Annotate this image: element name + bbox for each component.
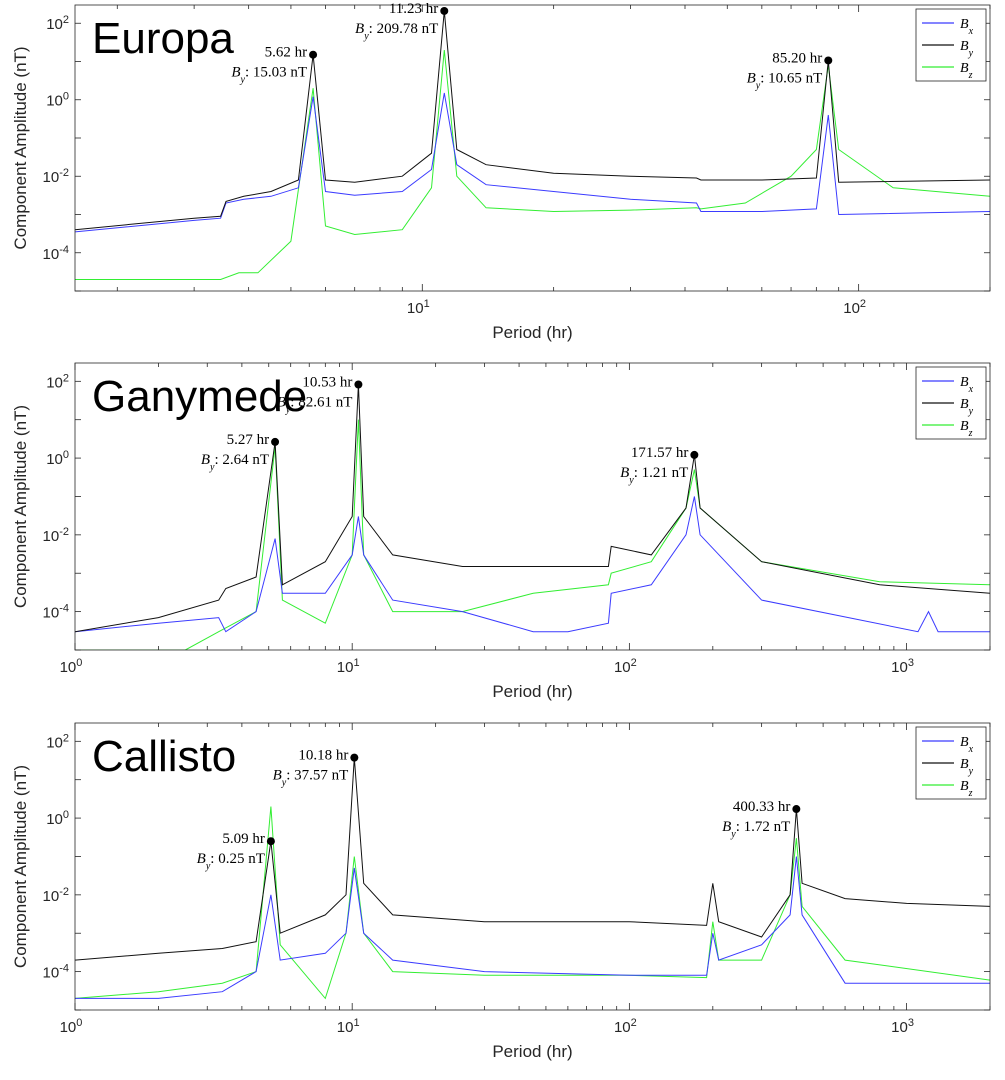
moon-title: Callisto	[92, 732, 236, 781]
y-tick-label: 10-2	[43, 526, 69, 545]
peak-label-amplitude: By: 1.21 nT	[620, 465, 688, 486]
peak-label-period: 10.18 hr	[298, 748, 348, 764]
axes-box	[74, 722, 991, 1011]
legend-label-bz: Bz	[960, 419, 973, 439]
x-tick-label: 101	[337, 1017, 360, 1036]
y-tick-label: 100	[46, 91, 69, 110]
plot-area	[75, 363, 990, 650]
peak-marker	[690, 450, 699, 459]
y-axis-label: Component Amplitude (nT)	[11, 765, 30, 968]
peak-label-amplitude: By: 10.65 nT	[747, 70, 823, 91]
peak-label-period: 400.33 hr	[733, 799, 791, 815]
y-tick-label: 10-2	[43, 886, 69, 905]
plot-area	[75, 723, 990, 1010]
peak-label-period: 10.53 hr	[302, 374, 352, 390]
y-tick-label: 100	[46, 809, 69, 828]
series-line-bx	[75, 496, 990, 633]
peak-label-period: 11.23 hr	[389, 1, 438, 17]
series-line-by	[75, 757, 990, 961]
peak-label-amplitude: By: 82.61 nT	[277, 394, 353, 415]
peak-marker	[271, 437, 280, 446]
x-axis-label: Period (hr)	[492, 1042, 572, 1061]
peak-label-amplitude: By: 209.78 nT	[355, 21, 438, 42]
legend-label-by: By	[960, 397, 974, 417]
plot-area	[75, 5, 990, 291]
panel-ganymede: 100 101 102 103 10-4 10-2 100 102 Period (hr) Com…	[11, 362, 991, 701]
peak-label-amplitude: By: 15.03 nT	[231, 65, 307, 86]
x-tick-label: 103	[891, 1017, 914, 1036]
x-tick-label: 102	[843, 298, 866, 317]
legend-label-bx: Bx	[960, 375, 974, 395]
axes-box	[74, 4, 991, 292]
legend-label-by: By	[960, 757, 974, 777]
y-tick-label: 100	[46, 449, 69, 468]
peak-label-amplitude: By: 0.25 nT	[197, 851, 265, 872]
peak-label-amplitude: By: 1.72 nT	[722, 819, 790, 840]
moon-title: Europa	[92, 14, 234, 63]
peak-label-period: 5.62 hr	[265, 45, 308, 61]
series-line-by	[75, 384, 990, 633]
peak-marker	[792, 805, 801, 814]
x-tick-label: 103	[891, 657, 914, 676]
peak-marker	[824, 56, 833, 65]
peak-label-amplitude: By: 37.57 nT	[273, 768, 349, 789]
y-axis-label: Component Amplitude (nT)	[11, 405, 30, 608]
series-group	[75, 10, 990, 280]
series-line-bz	[75, 49, 990, 280]
peak-label-period: 171.57 hr	[631, 445, 689, 461]
legend-label-bx: Bx	[960, 17, 974, 37]
series-line-bz	[75, 419, 990, 650]
series-line-bx	[75, 92, 990, 233]
y-tick-label: 10-4	[43, 963, 69, 982]
x-tick-label: 101	[337, 657, 360, 676]
series-group	[75, 757, 990, 1000]
axes-box	[74, 362, 991, 651]
series-line-bx	[75, 856, 990, 999]
x-tick-label: 102	[614, 657, 637, 676]
y-tick-label: 102	[46, 14, 69, 33]
x-tick-label: 100	[60, 657, 83, 676]
x-axis-label: Period (hr)	[492, 682, 572, 701]
peak-marker	[354, 380, 363, 389]
y-tick-label: 102	[46, 372, 69, 391]
peak-marker	[309, 50, 318, 59]
x-axis-label: Period (hr)	[492, 323, 572, 342]
x-tick-label: 102	[614, 1017, 637, 1036]
series-group	[75, 384, 990, 650]
legend-label-by: By	[960, 39, 974, 59]
peak-marker	[266, 837, 275, 846]
peak-label-period: 5.27 hr	[227, 432, 270, 448]
series-line-by	[75, 10, 990, 231]
y-tick-label: 10-4	[43, 603, 69, 622]
peak-label-amplitude: By: 2.64 nT	[201, 452, 269, 473]
peak-marker	[350, 753, 359, 762]
legend-label-bz: Bz	[960, 61, 973, 81]
moon-title: Ganymede	[92, 372, 307, 421]
y-axis-label: Component Amplitude (nT)	[11, 46, 30, 249]
x-tick-label: 101	[407, 298, 430, 317]
panel-europa: 101 102 10-4 10-2 100 102 Period (hr) Component…	[11, 1, 991, 342]
y-tick-label: 102	[46, 732, 69, 751]
y-tick-label: 10-4	[43, 244, 69, 263]
legend-label-bx: Bx	[960, 735, 974, 755]
peak-label-period: 85.20 hr	[772, 50, 822, 66]
y-tick-label: 10-2	[43, 167, 69, 186]
peak-label-period: 5.09 hr	[222, 831, 265, 847]
legend-label-bz: Bz	[960, 779, 973, 799]
peak-marker	[440, 6, 449, 15]
panel-callisto: 100 101 102 103 10-4 10-2 100 102 Period (hr) Com…	[11, 722, 991, 1061]
x-tick-label: 100	[60, 1017, 83, 1036]
